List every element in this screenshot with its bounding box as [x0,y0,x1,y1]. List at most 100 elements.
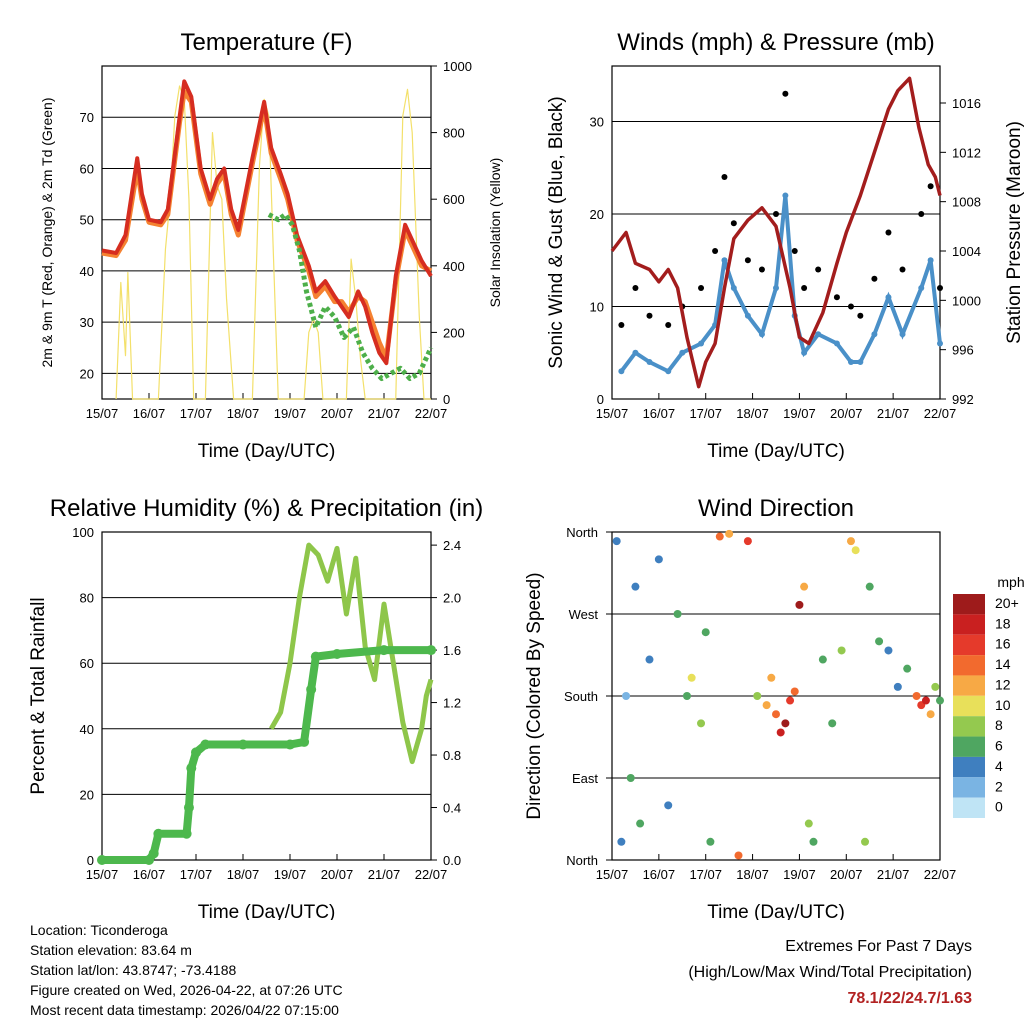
y-tick-label: 20 [80,787,94,802]
x-axis-label: Time (Day/UTC) [198,441,336,462]
y-tick-label: 60 [80,656,94,671]
wind-point [646,359,653,365]
recent-timestamp-text: Most recent data timestamp: 2026/04/22 0… [30,1002,339,1018]
rh-panel: Relative Humidity (%) & Precipitation (i… [28,495,483,920]
series-line-sonic-wind [619,195,942,374]
direction-point [725,529,734,538]
wind-point [871,331,878,338]
y2-axis-label: Solar Insolation (Yellow) [487,158,503,308]
rain-point [379,645,389,656]
gust-point [773,211,779,217]
colorbar-label: 20+ [995,595,1019,611]
y2-axis-label: Station Pressure (Maroon) [1004,121,1024,344]
temp-panel: Temperature (F) 15/07 16/07 17/07 18/07 19/07… [39,29,503,462]
x-tick-label: 19/07 [783,867,816,882]
colorbar-swatch [953,634,985,656]
gust-point [937,285,943,291]
rain-point [238,739,248,750]
wind-point [632,349,639,356]
direction-point [767,673,776,682]
wind-point [782,192,789,199]
x-axis-label: Time (Day/UTC) [707,441,845,462]
series-line-rh [269,542,434,765]
gust-point [782,90,789,97]
x-tick-label: 19/07 [783,406,816,421]
wind-point [801,349,808,356]
wind-point [833,340,840,347]
direction-point [753,692,762,700]
direction-point [664,801,673,810]
colorbar-swatch [953,695,985,717]
rain-point [153,828,164,839]
gust-point [665,322,672,328]
y-tick-label: 70 [80,110,94,125]
created-text: Figure created on Wed, 2026-04-22, at 07… [30,982,343,998]
colorbar-swatch [953,777,985,798]
station-info: Location: Ticonderoga Station elevation:… [30,920,343,1020]
wind-point [937,340,943,347]
chart-title: Wind Direction [698,495,854,522]
y-axis-label: 2m & 9m T (Red, Orange) & 2m Td (Green) [39,98,55,368]
series-line-2m-t [101,79,433,366]
colorbar-swatch [953,675,985,696]
direction-point [884,646,893,655]
x-tick-label: 17/07 [689,406,722,421]
colorbar-label: 4 [995,758,1003,774]
x-tick-label: 17/07 [689,867,722,882]
elevation-text: Station elevation: 83.64 m [30,942,192,958]
y2-tick-label: 2.4 [443,538,461,553]
direction-point [795,600,804,609]
x-tick-label: 15/07 [596,867,629,882]
direction-point [818,655,827,664]
wind-point [698,340,705,347]
wind-point [744,312,751,319]
colorbar-label: 10 [995,697,1011,713]
direction-point [682,692,691,700]
y-tick-label: 20 [80,366,94,381]
gust-point [885,229,892,236]
x-tick-label: 21/07 [877,406,910,421]
y2-tick-label: 1000 [443,59,472,74]
wind-point [618,368,625,375]
y-axis-label: Sonic Wind & Gust (Blue, Black) [546,96,567,368]
x-tick-label: 16/07 [643,867,676,882]
y-tick-label: 40 [80,722,94,737]
y-tick-label: West [569,607,599,622]
x-tick-label: 21/07 [877,867,910,882]
rain-point [181,828,192,839]
wind-point [847,359,854,365]
y-tick-label: 10 [590,300,604,315]
direction-point [786,696,795,705]
x-tick-label: 18/07 [227,867,260,882]
gust-point [815,266,822,273]
figure-canvas: Temperature (F) 15/07 16/07 17/07 18/07 19/07… [28,29,1024,920]
direction-point [828,719,837,728]
rain-point [332,649,342,660]
plot-frame [611,65,941,400]
x-tick-label: 20/07 [321,406,354,421]
direction-point [846,537,855,546]
rain-point [299,736,310,747]
wind-point [679,349,686,356]
colorbar-label: 2 [995,778,1003,794]
direction-point [931,682,940,691]
location-text: Location: Ticonderoga [30,922,168,938]
y-tick-label: 50 [80,213,94,228]
direction-point [673,610,682,618]
series-line-9m-t [101,89,433,361]
wind-point [721,257,728,264]
direction-point [926,710,935,719]
direction-point [622,692,631,700]
wind-point [730,285,737,291]
series-line-2m-td [267,212,434,382]
gust-point [758,266,765,273]
gust-point [712,248,719,254]
y-axis-label: Percent & Total Rainfall [28,597,49,794]
direction-point [903,664,912,673]
wdir-panel: Wind Direction 15/07 16/07 17/07 18/07 19/07 2… [524,495,1024,920]
direction-point [617,837,626,846]
wind-point [665,368,672,375]
direction-point [865,582,874,591]
colorbar-label: 16 [995,636,1011,652]
x-tick-label: 16/07 [133,867,166,882]
